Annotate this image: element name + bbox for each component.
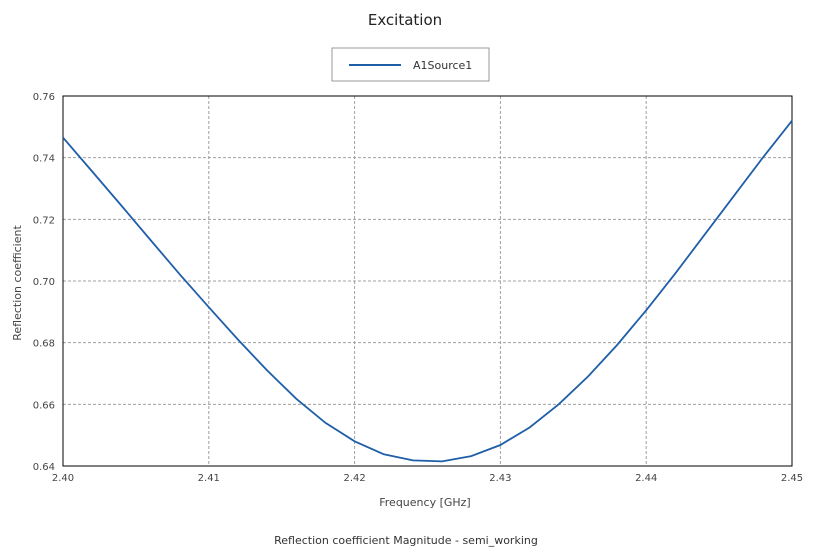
y-tick-label: 0.64	[33, 462, 55, 473]
x-tick-label: 2.44	[635, 473, 657, 484]
y-tick-label: 0.70	[33, 277, 55, 288]
x-axis-label: Frequency [GHz]	[379, 496, 470, 509]
series-line-a1source1	[62, 120, 793, 463]
plot-frame	[62, 95, 793, 467]
x-tick-label: 2.41	[198, 473, 220, 484]
x-tick-label: 2.42	[343, 473, 365, 484]
chart-caption: Reflection coefficient Magnitude - semi_…	[274, 534, 538, 547]
y-tick-label: 0.66	[33, 400, 55, 411]
y-tick-label: 0.72	[33, 215, 55, 226]
y-tick-label: 0.74	[33, 154, 55, 165]
chart-title: Excitation	[368, 11, 442, 29]
grid	[63, 96, 792, 466]
legend: A1Source1	[331, 47, 490, 82]
y-tick-label: 0.68	[33, 339, 55, 350]
y-tick-label: 0.76	[33, 92, 55, 103]
legend-label: A1Source1	[413, 59, 472, 72]
x-tick-label: 2.40	[52, 473, 74, 484]
x-tick-labels: 2.40 2.41 2.42 2.43 2.44 2.45	[52, 473, 803, 484]
y-tick-labels: 0.64 0.66 0.68 0.70 0.72 0.74 0.76	[33, 92, 55, 473]
x-tick-label: 2.45	[781, 473, 803, 484]
x-tick-label: 2.43	[489, 473, 511, 484]
y-axis-label: Reflection coefficient	[11, 225, 24, 341]
